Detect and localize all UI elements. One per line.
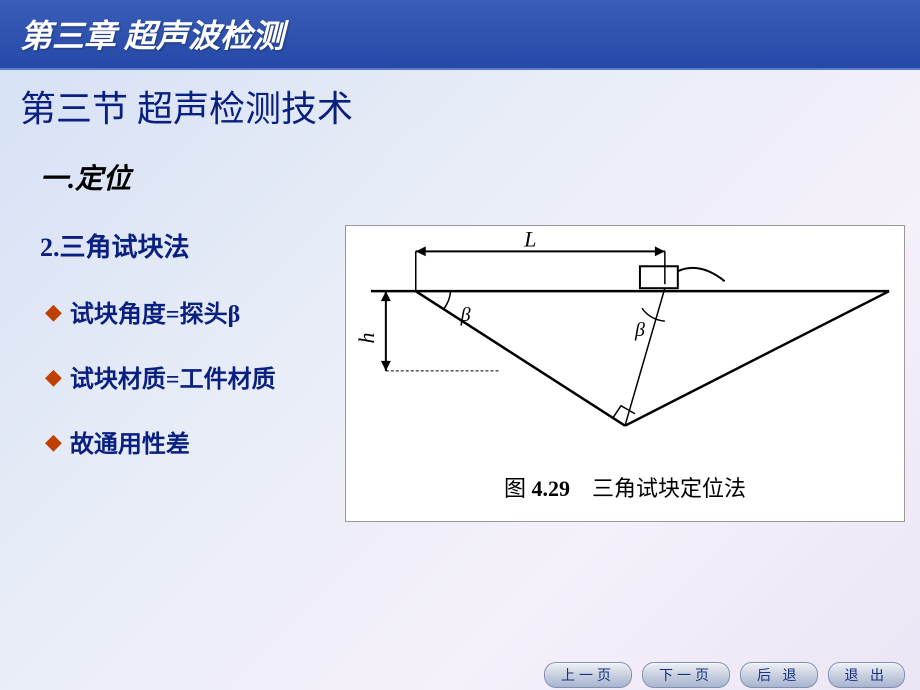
- section-title: 第三节 超声检测技术: [20, 80, 900, 132]
- bullet-text: 试块角度=探头β: [70, 294, 240, 329]
- figure-caption: 图 4.29 三角试块定位法: [346, 456, 904, 521]
- bullet-text: 故通用性差: [70, 424, 190, 459]
- chapter-title: 第三章 超声波检测: [20, 11, 284, 57]
- caption-prefix: 图: [504, 476, 526, 501]
- caption-text: 三角试块定位法: [592, 476, 746, 501]
- navigation-bar: 上一页 下一页 后 退 退 出: [0, 660, 920, 690]
- figure-container: L β β h 图: [345, 225, 905, 522]
- content-area: 第三节 超声检测技术 一.定位 2.三角试块法 ◆ 试块角度=探头β ◆ 试块材…: [0, 70, 920, 660]
- back-button[interactable]: 后 退: [740, 662, 818, 688]
- caption-number: 4.29: [532, 476, 571, 501]
- label-beta-left: β: [460, 304, 471, 326]
- diamond-bullet-icon: ◆: [45, 364, 62, 390]
- exit-button[interactable]: 退 出: [828, 662, 906, 688]
- label-beta-right: β: [634, 319, 645, 341]
- next-button[interactable]: 下一页: [642, 662, 730, 688]
- diamond-bullet-icon: ◆: [45, 299, 62, 325]
- diamond-bullet-icon: ◆: [45, 429, 62, 455]
- header-bar: 第三章 超声波检测: [0, 0, 920, 70]
- label-h: h: [354, 332, 379, 343]
- bullet-text: 试块材质=工件材质: [70, 359, 276, 394]
- subsection-title: 一.定位: [40, 157, 900, 197]
- triangle-diagram: L β β h: [346, 226, 904, 456]
- prev-button[interactable]: 上一页: [544, 662, 632, 688]
- label-L: L: [523, 226, 536, 251]
